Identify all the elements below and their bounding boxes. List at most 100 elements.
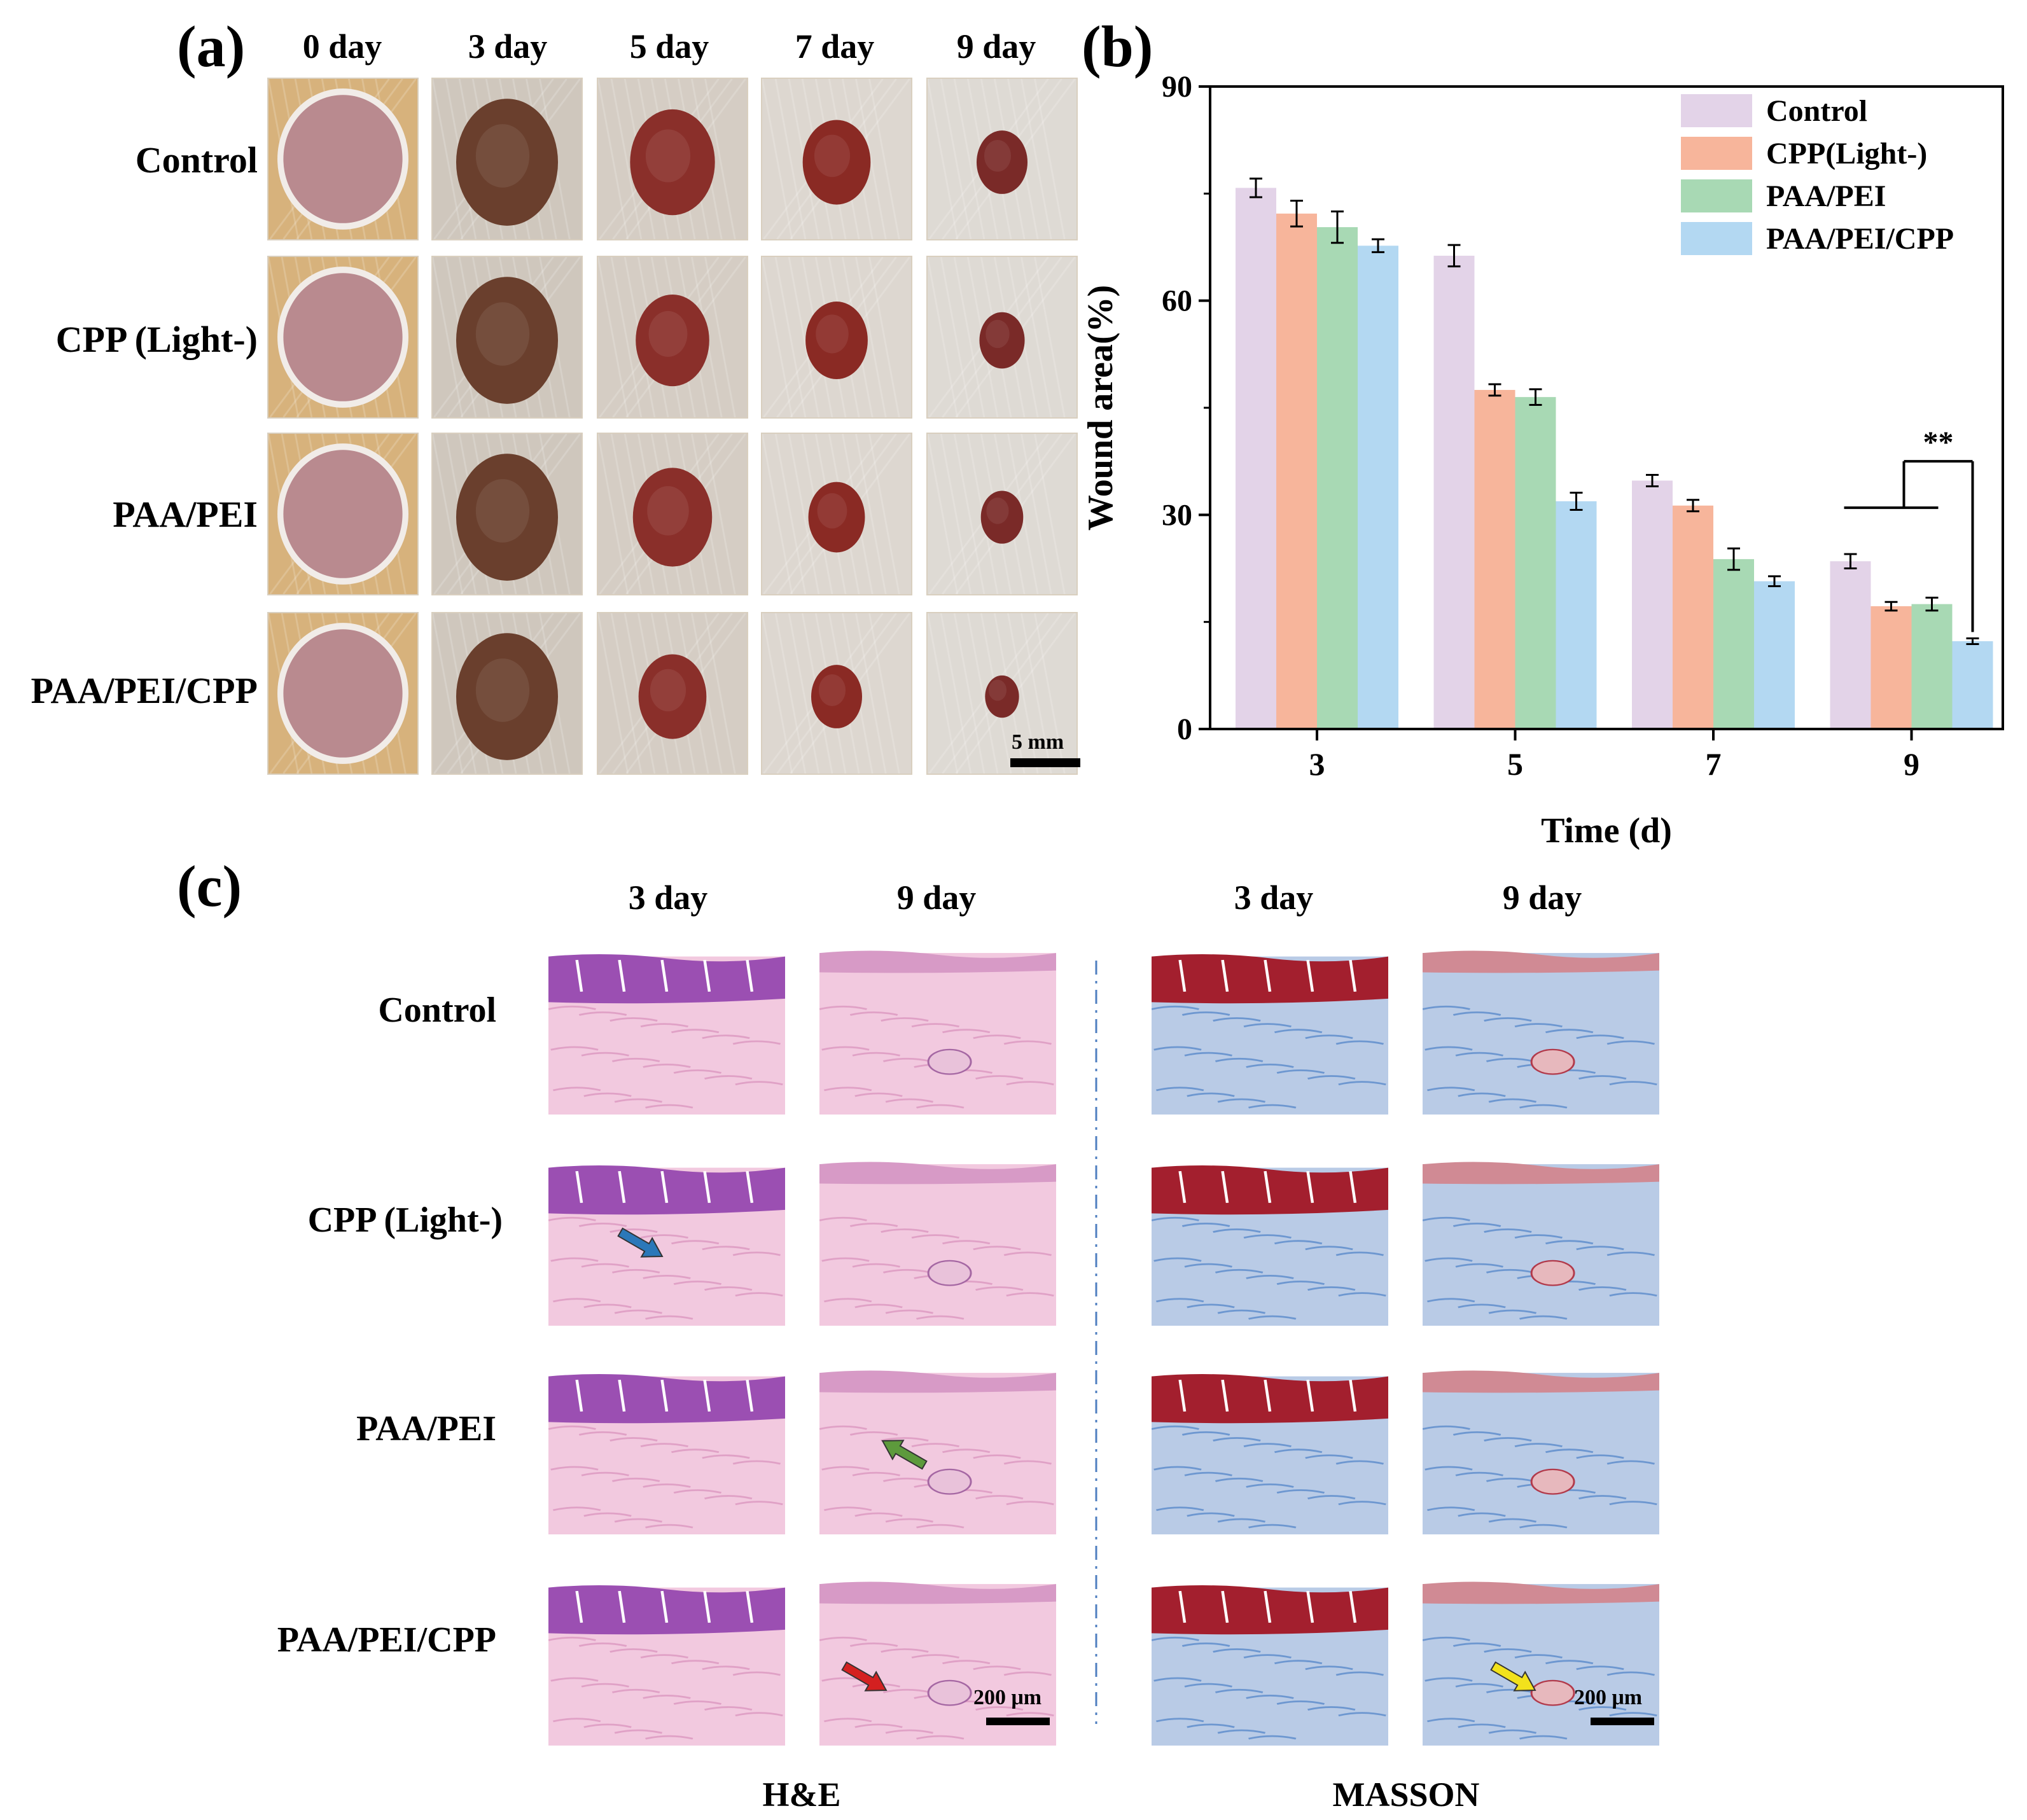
y-axis-label: Wound area(%) <box>1081 285 1120 531</box>
error-bar <box>1884 601 1898 612</box>
y-tick-label: 60 <box>1162 284 1192 318</box>
error-bar <box>1727 547 1740 571</box>
y-tick-label: 90 <box>1162 70 1192 104</box>
wound-photo <box>597 256 748 419</box>
legend-swatch <box>1681 137 1752 170</box>
masson-histology-image <box>1423 1359 1659 1534</box>
stain-label-he: H&E <box>762 1775 841 1814</box>
legend-swatch <box>1681 222 1752 255</box>
panel-a-scale-bar <box>1010 758 1080 767</box>
masson-histology-image <box>1423 1570 1659 1746</box>
panel-c-row-label: PAA/PEI/CPP <box>277 1620 496 1660</box>
bar-control <box>1632 480 1673 729</box>
masson-histology-image <box>1423 939 1659 1115</box>
wound-photo <box>761 433 912 595</box>
panel-c-row-label: Control <box>378 990 496 1030</box>
legend-label: CPP(Light-) <box>1766 137 1927 170</box>
panel-a-label: (a) <box>177 14 246 79</box>
panel-a-row-label: PAA/PEI/CPP <box>31 670 258 711</box>
histology-arrow-icon <box>1490 1661 1536 1691</box>
wound-photo <box>926 256 1078 419</box>
legend-swatch <box>1681 179 1752 212</box>
legend-label: PAA/PEI <box>1766 179 1886 213</box>
wound-photo <box>431 78 583 240</box>
wound-photo <box>761 78 912 240</box>
x-tick-label: 5 <box>1507 746 1523 782</box>
wound-photo <box>597 78 748 240</box>
error-bar <box>1488 383 1501 397</box>
panel-a-scale-bar-label: 5 mm <box>1012 730 1064 754</box>
wound-photo <box>597 433 748 595</box>
wound-photo <box>431 256 583 419</box>
wound-photo <box>267 433 419 595</box>
wound-photo <box>926 612 1078 775</box>
bar-control <box>1433 255 1475 729</box>
error-bar <box>1768 575 1781 588</box>
error-bar <box>1331 210 1344 244</box>
error-bar <box>1447 244 1461 268</box>
panel-c-row-label: CPP (Light-) <box>307 1200 503 1240</box>
bar-paapeicpp <box>1358 246 1398 729</box>
histology-arrow-icon <box>617 1227 664 1258</box>
wound-photo <box>597 612 748 775</box>
panel-a-row-label: CPP (Light-) <box>55 319 258 360</box>
masson-histology-image <box>1152 1359 1388 1534</box>
x-tick-label: 7 <box>1706 746 1722 782</box>
bar-paapei <box>1713 559 1754 729</box>
significance-label: ** <box>1923 426 1954 459</box>
wound-photo <box>761 256 912 419</box>
wound-photo <box>431 612 583 775</box>
he-histology-image <box>819 939 1056 1115</box>
y-tick-label: 0 <box>1177 712 1192 746</box>
bar-paapei <box>1911 604 1953 729</box>
error-bar <box>1646 473 1659 487</box>
he-scale-bar-label: 200 μm <box>973 1686 1042 1709</box>
panel-c-day-header: 9 day <box>1502 879 1582 917</box>
bar-paapei <box>1515 397 1556 729</box>
bar-control <box>1236 188 1276 729</box>
masson-scale-bar <box>1591 1718 1654 1725</box>
panel-c-day-header: 3 day <box>628 879 708 917</box>
panel-c-row-label: PAA/PEI <box>356 1409 496 1448</box>
wound-photo <box>926 78 1078 240</box>
bar-cpplight <box>1276 213 1317 729</box>
panel-a-day-header: 0 day <box>302 27 382 66</box>
error-bar <box>1570 492 1583 511</box>
error-bar <box>1290 200 1303 228</box>
error-bar <box>1687 499 1699 513</box>
legend-label: PAA/PEI/CPP <box>1766 222 1954 256</box>
wound-photo <box>267 612 419 775</box>
error-bar <box>1844 553 1857 569</box>
panel-c-day-header: 9 day <box>896 879 977 917</box>
histology-arrow-icon <box>841 1661 888 1691</box>
x-axis-label: Time (d) <box>1541 811 1672 851</box>
histology-arrow-icon <box>881 1440 928 1470</box>
stain-separator <box>1095 961 1097 1724</box>
he-histology-image <box>819 1150 1056 1326</box>
bar-cpplight <box>1474 389 1515 729</box>
y-tick-label: 30 <box>1162 498 1192 532</box>
panel-a-day-header: 3 day <box>468 27 548 66</box>
wound-photo <box>431 433 583 595</box>
panel-a-day-header: 5 day <box>629 27 709 66</box>
error-bar <box>1925 597 1939 612</box>
bar-control <box>1830 561 1871 729</box>
x-tick-label: 9 <box>1904 746 1919 782</box>
legend-swatch <box>1681 94 1752 127</box>
panel-c-label: (c) <box>177 854 242 919</box>
he-histology-image <box>548 1570 785 1746</box>
masson-scale-bar-label: 200 μm <box>1574 1686 1643 1709</box>
error-bar <box>1250 177 1262 198</box>
legend-label: Control <box>1766 94 1867 128</box>
wound-photo <box>267 78 419 240</box>
panel-a-day-header: 7 day <box>795 27 875 66</box>
bar-paapeicpp <box>1754 581 1795 729</box>
masson-histology-image <box>1152 1150 1388 1326</box>
wound-area-bar-chart: 0 30 60 90 3 5 7 9 Time (d) Wound area(%) Control… <box>1081 70 2004 851</box>
he-histology-image <box>548 1359 785 1534</box>
wound-photo <box>761 612 912 775</box>
error-bar <box>1372 238 1384 253</box>
x-tick-label: 3 <box>1309 746 1325 782</box>
he-histology-image <box>819 1359 1056 1534</box>
he-histology-image <box>548 1150 785 1326</box>
